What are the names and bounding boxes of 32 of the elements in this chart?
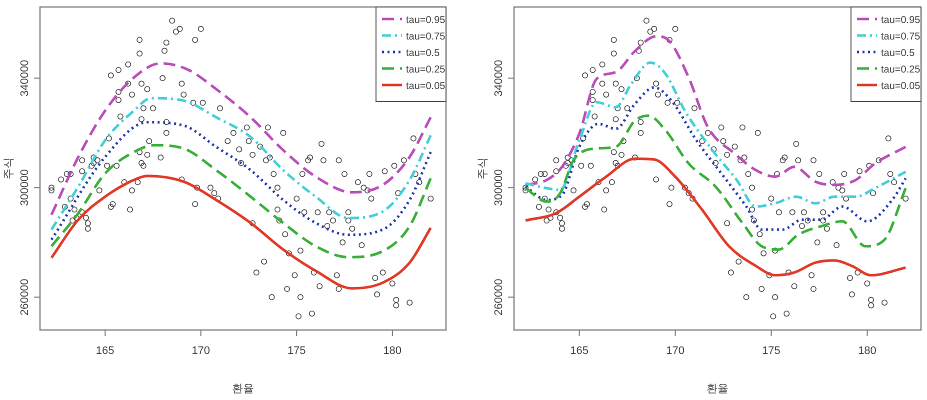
legend-label: tau=0.25: [881, 64, 921, 76]
line-series: [50, 144, 432, 258]
y-tick-label: 340000: [19, 60, 31, 97]
legend-label: tau=0.05: [881, 81, 921, 92]
legend-label: tau=0.95: [881, 15, 921, 26]
x-tick-label: 180: [858, 345, 876, 357]
y-tick-label: 340000: [493, 60, 505, 97]
legend-label: tau=0.5: [406, 48, 440, 59]
x-tick-label: 170: [666, 345, 684, 357]
legend-label: tau=0.95: [406, 15, 446, 26]
line-series: [50, 96, 432, 231]
y-tick-label: 300000: [19, 169, 31, 206]
y-tick-label: 260000: [493, 278, 505, 316]
legend-label: tau=0.75: [881, 32, 921, 42]
x-tick-label: 170: [192, 345, 210, 357]
x-axis-title: 환율: [232, 383, 254, 395]
x-tick-label: 175: [762, 345, 780, 357]
legend-label: tau=0.5: [881, 48, 916, 59]
legend-label: tau=0.05: [406, 81, 446, 92]
legend-label: tau=0.25: [406, 64, 446, 76]
line-series: [50, 174, 432, 290]
y-tick-label: 300000: [493, 169, 505, 206]
legend-label: tau=0.75: [406, 32, 446, 42]
y-tick-label: 260000: [19, 278, 31, 316]
line-series: [50, 120, 432, 241]
x-tick-label: 165: [96, 345, 114, 357]
x-tick-label: 175: [287, 345, 306, 357]
y-axis-title: 주식: [3, 158, 15, 180]
x-tick-label: 165: [570, 345, 588, 357]
x-tick-label: 180: [383, 345, 402, 357]
x-axis-title: 환율: [706, 383, 728, 395]
y-axis-title: 주식: [477, 158, 489, 180]
